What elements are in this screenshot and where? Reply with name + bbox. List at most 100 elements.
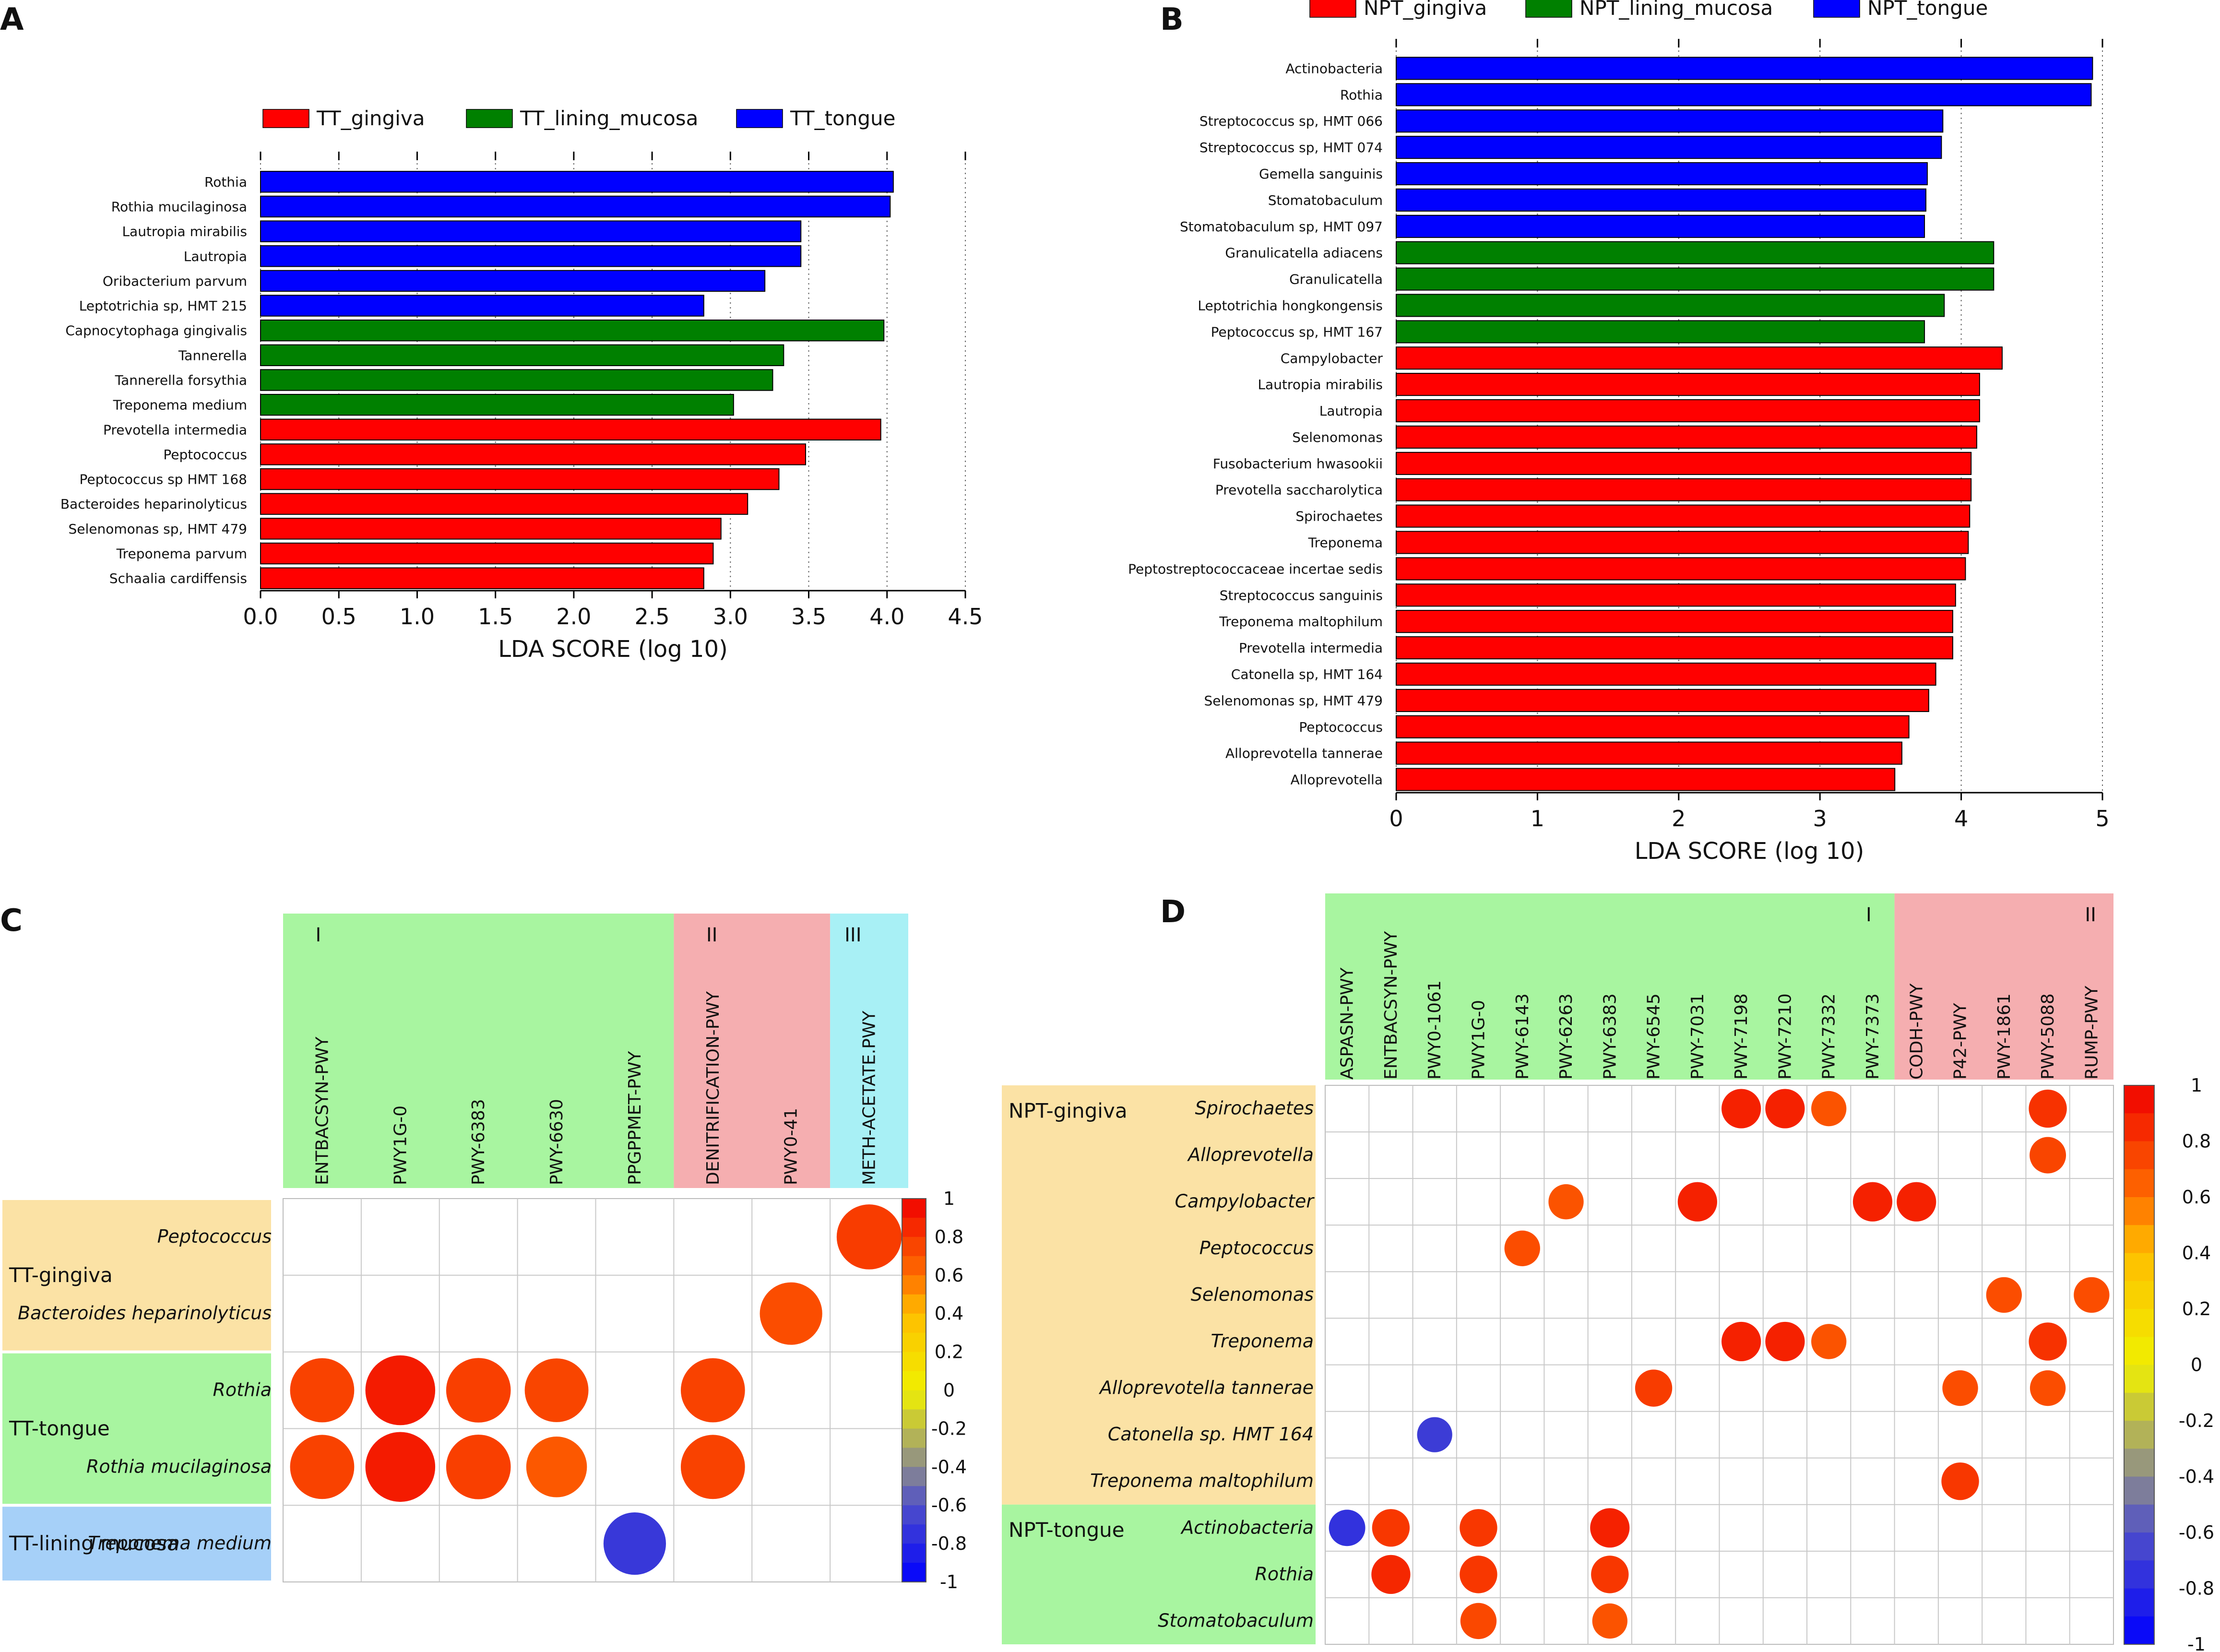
bar-label: Capnocytophaga gingivalis [65,323,247,339]
bar-bacteroides-heparinolyticus [260,493,748,515]
colorbar-segment [2124,1533,2154,1561]
x-tick-label: 3 [1813,806,1827,832]
colorbar-segment [902,1313,926,1333]
bar-label: Treponema [1308,535,1383,551]
colorbar-segment [2124,1309,2154,1337]
colorbar-tick-label: 0.8 [935,1226,963,1248]
column-label: PWY-5088 [2038,993,2058,1080]
row-label: Peptococcus [1199,1237,1314,1259]
bar-label: Spirochaetes [1295,509,1383,524]
legend-label-NPT_tongue: NPT_tongue [1867,0,1988,20]
correlation-circle-treponema-maltophilum-p42-pwy [1941,1462,1979,1500]
bar-treponema-medium [260,393,734,416]
x-tick-label: 5 [2095,806,2109,832]
bar-lautropia [1396,399,1980,423]
bar-rothia [260,171,894,193]
bar-label: Peptococcus sp, HMT 167 [1211,324,1383,340]
colorbar-segment [2124,1616,2154,1645]
bar-peptostreptococcaceae-incertae-sedis [1396,557,1966,581]
colorbar-frame [902,1198,926,1582]
legend-swatch-TT_tongue [736,109,783,128]
row-group-box [2,1200,271,1351]
row-group-box [1002,1504,1316,1644]
column-label: P42-PWY [1951,1002,1971,1080]
colorbar-segment [902,1390,926,1410]
correlation-circle-catonella-sp-hmt-164-pwy0-1061 [1417,1417,1452,1452]
bar-label: Streptococcus sanguinis [1220,587,1383,603]
row-label: Treponema maltophilum [1090,1470,1314,1491]
column-label: PWY-6383 [469,1099,488,1185]
bar-fusobacterium-hwasookii [1396,452,1972,475]
colorbar-segment [902,1428,926,1448]
legend-swatch-NPT_tongue [1813,0,1860,18]
colorbar-segment [902,1448,926,1467]
colorbar-tick-label: 0.2 [2182,1298,2211,1319]
bar-oribacterium-parvum [260,270,766,292]
colorbar-segment [902,1199,926,1218]
bar-label: Prevotella intermedia [1239,640,1383,656]
column-label: RUMP-PWY [2082,985,2101,1080]
bar-leptotrichia-sp-hmt-215 [260,295,704,317]
bar-label: Rothia [1340,87,1383,103]
panel-b-lda-bar-chart: NPT_gingiva NPT_lining_mucosa NPT_tongue 0 1… [1128,0,2110,865]
colorbar-tick-label: 0 [943,1380,955,1401]
bar-label: Leptotrichia sp, HMT 215 [79,298,247,314]
column-label: PWY-6143 [1513,993,1532,1080]
correlation-circle-treponema-medium-ppgppmet-pwy [603,1512,666,1575]
bar-label: Peptococcus sp HMT 168 [80,472,247,487]
panel-label-b: B [1160,2,1184,37]
x-tick-label: 4.5 [948,604,983,630]
column-group-label: II [706,924,718,946]
colorbar-tick-label: 0.6 [2182,1187,2211,1208]
correlation-circle-rothia-entbacsyn-pwy [1371,1555,1411,1594]
column-label: PWY-7373 [1863,993,1883,1080]
bar-streptococcus-sanguinis [1396,583,1956,607]
correlation-circle-actinobacteria-aspasn-pwy [1329,1509,1365,1546]
colorbar-segment [902,1371,926,1391]
row-label: Catonella sp. HMT 164 [1108,1424,1314,1445]
correlation-circle-rothia-pwy-6383 [1591,1556,1629,1593]
row-group-box [1002,1085,1316,1505]
column-group-label: I [315,924,321,946]
correlation-circle-rothia-entbacsyn-pwy [290,1358,355,1423]
colorbar-segment [902,1524,926,1544]
bar-lautropia-mirabilis [260,220,802,242]
colorbar-segment [2124,1225,2154,1253]
colorbar-segment [902,1236,926,1257]
bar-label: Tannerella forsythia [115,372,247,388]
column-label: PWY-7332 [1819,993,1839,1080]
bar-granulicatella [1396,267,1994,291]
bar-label: Schaalia cardiffensis [109,570,247,586]
correlation-circle-campylobacter-pwy-7031 [1677,1182,1717,1222]
bar-alloprevotella-tannerae [1396,741,1902,765]
column-label: PWY-6383 [1600,993,1620,1080]
colorbar-segment [2124,1560,2154,1589]
column-label: PWY-7031 [1688,993,1708,1080]
column-label: CODH-PWY [1907,983,1926,1080]
bar-schaalia-cardiffensis [260,567,704,589]
x-tick-label: 0.0 [243,604,278,630]
colorbar-tick-label: -0.6 [2179,1522,2214,1543]
bar-label: Stomatobaculum sp, HMT 097 [1180,219,1383,235]
correlation-circle-treponema-pwy-7198 [1721,1321,1761,1362]
bar-treponema-maltophilum [1396,610,1953,633]
bar-selenomonas [1396,425,1977,449]
correlation-circle-stomatobaculum-pwy1g-0 [1460,1603,1497,1640]
correlation-circle-campylobacter-pwy-6263 [1548,1184,1584,1220]
colorbar-segment [2124,1085,2154,1114]
x-tick-label: 1.0 [400,604,435,630]
panel-label-d: D [1160,894,1186,930]
row-label: Rothia [1255,1563,1314,1584]
colorbar-segment [2124,1141,2154,1170]
bar-alloprevotella [1396,768,1896,791]
row-label: Peptococcus [157,1226,272,1247]
x-axis-title: LDA SCORE (log 10) [498,636,728,663]
colorbar-segment [2124,1113,2154,1141]
bar-streptococcus-sp-hmt-074 [1396,136,1942,159]
column-label: ENTBACSYN-PWY [1381,930,1401,1080]
row-label: Campylobacter [1175,1191,1315,1212]
bar-peptococcus-sp-hmt-167 [1396,320,1925,344]
colorbar-segment [2124,1421,2154,1449]
